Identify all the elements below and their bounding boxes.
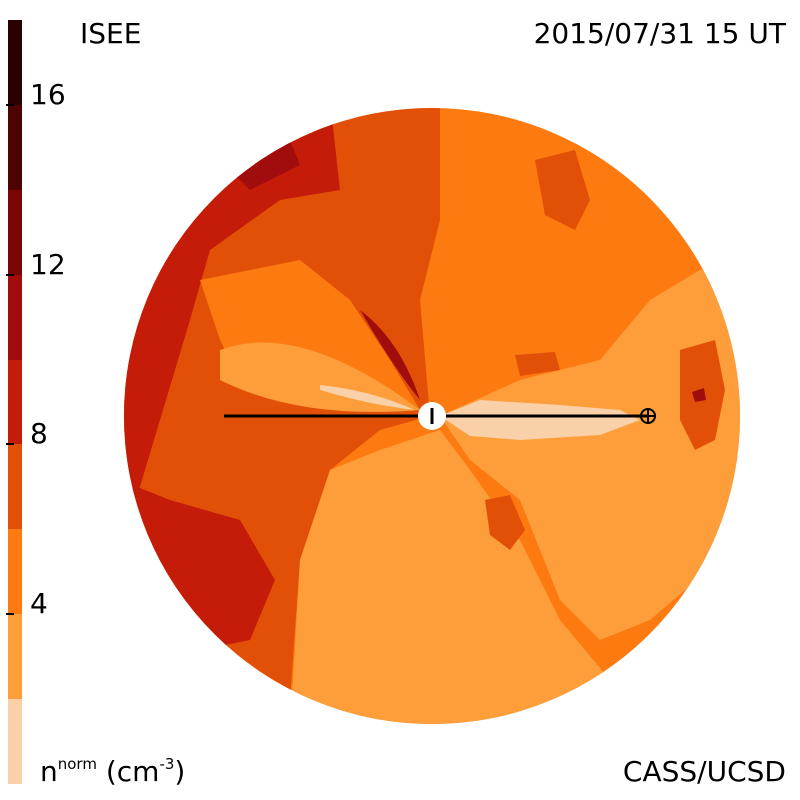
colorbar-tick-mark [6,443,14,446]
contour-mid-peak [515,352,560,376]
contour-top-peak [230,140,300,190]
contour-lower-peak [485,495,525,550]
unit-paren: (cm [105,755,160,788]
colorbar-tick-label: 16 [30,77,66,111]
colorbar-band [8,614,22,700]
contour-equator-core [440,400,640,440]
earth-marker [640,408,656,424]
colorbar-band [8,189,22,275]
contour-left-lobe-core [320,385,415,410]
contour-lower-light [290,430,610,724]
colorbar-tick-label: 12 [30,247,66,281]
credit-label: CASS/UCSD [622,755,786,788]
colorbar-band [8,529,22,615]
timestamp-label: 2015/07/31 15 UT [533,17,786,50]
colorbar-band [8,359,22,445]
contour-center-spike [360,310,420,400]
colorbar-tick-label: 4 [30,587,48,621]
colorbar-band [8,104,22,190]
unit-superscript: norm [57,754,97,773]
colorbar-tick-label: 8 [30,417,48,451]
unit-close: ) [174,755,186,788]
colorbar-band [8,274,22,360]
colorbar-band [8,444,22,530]
colorbar-band [8,699,22,784]
colorbar-tick-mark [6,103,14,106]
contour-right-peak-core [692,388,706,402]
unit-base: n [40,755,58,788]
unit-exponent: -3 [159,754,175,773]
contour-upper-peak [535,150,590,230]
colorbar-tick-mark [6,273,14,276]
colorbar [8,20,22,784]
organization-label: ISEE [80,17,142,50]
colorbar-band [8,20,22,105]
colorbar-tick-mark [6,613,14,616]
contour-right-light [440,260,740,640]
colorbar-unit-label: nnorm (cm-3) [40,754,186,788]
